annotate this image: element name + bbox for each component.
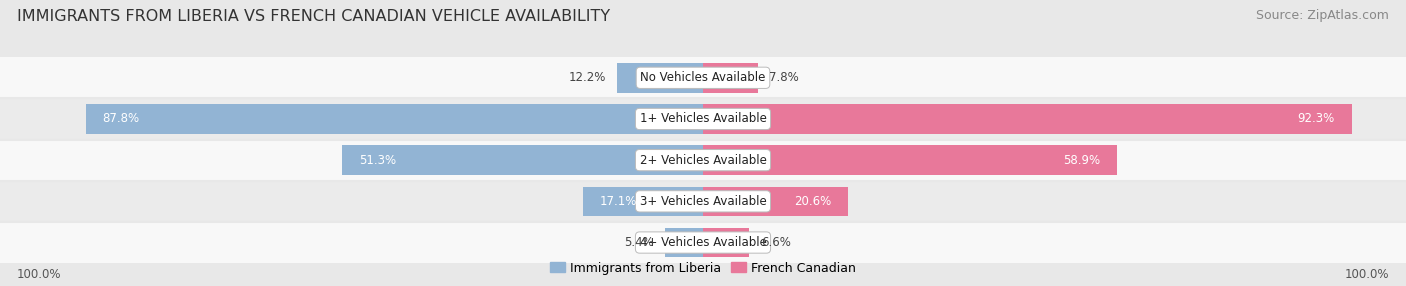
Text: 6.6%: 6.6% <box>761 236 790 249</box>
Bar <box>703 186 848 216</box>
Bar <box>0 181 1406 222</box>
Bar <box>703 104 1353 134</box>
Text: 1+ Vehicles Available: 1+ Vehicles Available <box>640 112 766 126</box>
Legend: Immigrants from Liberia, French Canadian: Immigrants from Liberia, French Canadian <box>546 257 860 280</box>
Text: No Vehicles Available: No Vehicles Available <box>640 71 766 84</box>
Bar <box>0 98 1406 140</box>
Text: 5.4%: 5.4% <box>624 236 654 249</box>
Text: 58.9%: 58.9% <box>1063 154 1099 167</box>
Bar <box>703 145 1118 175</box>
Text: 17.1%: 17.1% <box>600 195 637 208</box>
Bar <box>583 186 703 216</box>
Text: 2+ Vehicles Available: 2+ Vehicles Available <box>640 154 766 167</box>
Text: 20.6%: 20.6% <box>794 195 831 208</box>
Text: 12.2%: 12.2% <box>568 71 606 84</box>
Bar <box>86 104 703 134</box>
Text: 3+ Vehicles Available: 3+ Vehicles Available <box>640 195 766 208</box>
Bar <box>665 228 703 257</box>
Bar <box>703 63 758 93</box>
Text: 7.8%: 7.8% <box>769 71 799 84</box>
Text: 100.0%: 100.0% <box>17 268 62 281</box>
Text: Source: ZipAtlas.com: Source: ZipAtlas.com <box>1256 9 1389 21</box>
Bar <box>0 222 1406 263</box>
Bar <box>342 145 703 175</box>
Text: 51.3%: 51.3% <box>359 154 396 167</box>
Text: 92.3%: 92.3% <box>1298 112 1336 126</box>
Bar <box>0 140 1406 181</box>
Text: 87.8%: 87.8% <box>103 112 139 126</box>
Text: IMMIGRANTS FROM LIBERIA VS FRENCH CANADIAN VEHICLE AVAILABILITY: IMMIGRANTS FROM LIBERIA VS FRENCH CANADI… <box>17 9 610 23</box>
Bar <box>703 228 749 257</box>
Bar <box>617 63 703 93</box>
Bar <box>0 57 1406 98</box>
Text: 100.0%: 100.0% <box>1344 268 1389 281</box>
Text: 4+ Vehicles Available: 4+ Vehicles Available <box>640 236 766 249</box>
